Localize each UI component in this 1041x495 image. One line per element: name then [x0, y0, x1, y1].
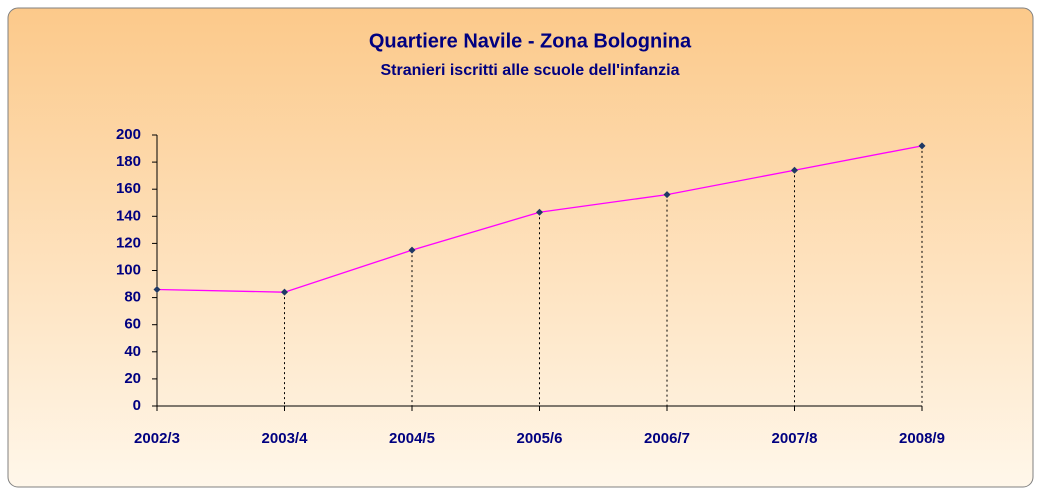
- y-tick-label: 60: [124, 316, 141, 333]
- chart-title: Quartiere Navile - Zona Bolognina: [369, 30, 692, 52]
- y-tick-label: 40: [124, 343, 141, 360]
- data-point: [663, 191, 671, 199]
- data-point: [408, 246, 416, 254]
- chart-subtitle: Stranieri iscritti alle scuole dell'infa…: [380, 62, 679, 79]
- data-point: [918, 142, 926, 150]
- y-tick-label: 180: [116, 153, 141, 170]
- x-tick-label: 2002/3: [134, 430, 180, 447]
- y-tick-label: 80: [124, 289, 141, 306]
- x-tick-label: 2008/9: [899, 430, 945, 447]
- data-point: [791, 166, 798, 174]
- y-tick-label: 160: [116, 180, 141, 197]
- data-point: [281, 288, 288, 296]
- chart-frame: [7, 7, 1034, 488]
- y-tick-label: 200: [116, 126, 141, 143]
- x-tick-label: 2007/8: [772, 430, 818, 447]
- x-tick-label: 2003/4: [262, 430, 309, 447]
- data-point: [536, 208, 543, 216]
- y-tick-label: 140: [116, 207, 141, 224]
- y-tick-label: 100: [116, 261, 141, 278]
- data-point: [153, 285, 161, 293]
- y-tick-label: 120: [116, 234, 141, 251]
- x-tick-label: 2006/7: [644, 430, 690, 447]
- y-tick-label: 20: [124, 370, 141, 387]
- x-tick-label: 2004/5: [389, 430, 435, 447]
- x-tick-label: 2005/6: [517, 430, 563, 447]
- y-tick-label: 0: [133, 397, 141, 414]
